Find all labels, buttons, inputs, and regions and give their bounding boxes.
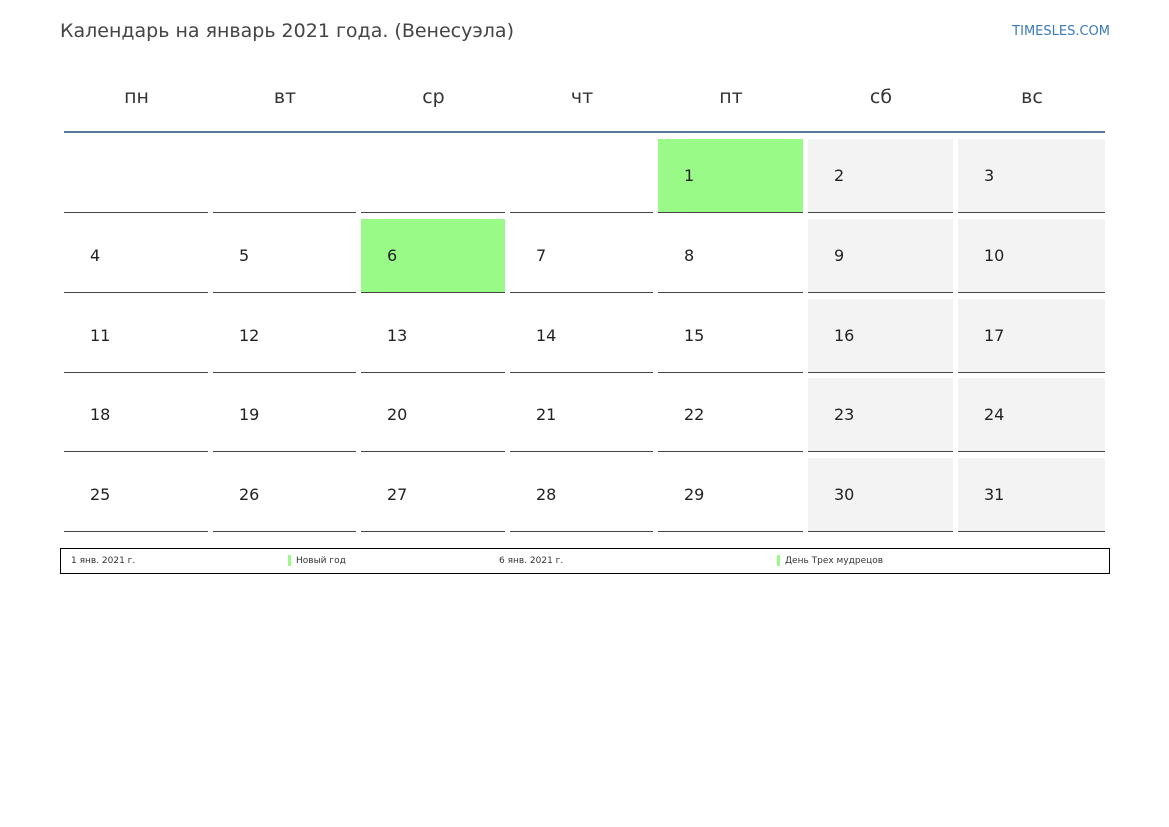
- day-cell: 15: [658, 298, 803, 373]
- holiday-marker: [288, 555, 291, 566]
- day-number: 31: [984, 485, 1005, 505]
- day-number: 18: [90, 405, 111, 425]
- day-cell: 3: [958, 139, 1105, 213]
- day-number: 19: [239, 405, 260, 425]
- day-cell: 18: [64, 378, 208, 453]
- day-cell: 9: [808, 218, 953, 293]
- header-rule: [64, 131, 1105, 133]
- day-cell: 17: [958, 298, 1105, 373]
- weekday-label: вт: [273, 86, 297, 108]
- day-number: 21: [536, 405, 557, 425]
- day-cell: 28: [510, 458, 653, 533]
- holiday-date: 6 янв. 2021 г.: [499, 556, 564, 566]
- day-number: 8: [684, 245, 695, 265]
- day-cell: 31: [958, 458, 1105, 533]
- day-number: 9: [834, 245, 845, 265]
- day-cell: 30: [808, 458, 953, 533]
- day-number: 4: [90, 245, 101, 265]
- day-cell: 14: [510, 298, 653, 373]
- day-cell: 8: [658, 218, 803, 293]
- empty-cell: [64, 139, 208, 213]
- title: Календарь на январь 2021 года. (Венесуэл…: [60, 20, 514, 42]
- holiday-date: 1 янв. 2021 г.: [71, 556, 136, 566]
- day-number: 5: [239, 245, 250, 265]
- day-cell: 2: [808, 139, 953, 213]
- day-cell: 1: [658, 139, 803, 213]
- day-cell: 26: [213, 458, 356, 533]
- empty-cell: [213, 139, 356, 213]
- day-cell: 25: [64, 458, 208, 533]
- day-number: 26: [239, 485, 260, 505]
- day-number: 11: [90, 325, 111, 345]
- day-cell: 4: [64, 218, 208, 293]
- day-number: 17: [984, 325, 1005, 345]
- day-cell: 20: [361, 378, 505, 453]
- legend: 1 янв. 2021 г. Новый год 6 янв. 2021 г. Ден…: [60, 548, 1110, 574]
- day-number: 6: [387, 245, 398, 265]
- day-number: 20: [387, 405, 408, 425]
- weekday-label: пн: [124, 86, 149, 108]
- day-number: 22: [684, 405, 705, 425]
- site-link[interactable]: TIMESLES.COM: [1012, 24, 1110, 39]
- day-number: 23: [834, 405, 855, 425]
- day-cell: 13: [361, 298, 505, 373]
- day-cell: 10: [958, 218, 1105, 293]
- holiday-marker: [777, 555, 780, 566]
- day-cell: 5: [213, 218, 356, 293]
- holiday-name: День Трех мудрецов: [785, 556, 884, 566]
- day-cell: 11: [64, 298, 208, 373]
- day-number: 12: [239, 325, 260, 345]
- day-number: 25: [90, 485, 111, 505]
- day-cell: 7: [510, 218, 653, 293]
- day-cell: 21: [510, 378, 653, 453]
- weekday-label: ср: [422, 86, 445, 108]
- weekday-label: пт: [719, 86, 743, 108]
- day-cell: 24: [958, 378, 1105, 453]
- day-cell: 6: [361, 218, 505, 293]
- day-cell: 23: [808, 378, 953, 453]
- day-number: 3: [984, 166, 995, 185]
- day-number: 29: [684, 485, 705, 505]
- day-number: 16: [834, 325, 855, 345]
- weekday-label: сб: [869, 86, 893, 108]
- day-number: 7: [536, 245, 547, 265]
- day-number: 15: [684, 325, 705, 345]
- day-number: 30: [834, 485, 855, 505]
- empty-cell: [361, 139, 505, 213]
- day-cell: 19: [213, 378, 356, 453]
- day-number: 28: [536, 485, 557, 505]
- day-cell: 29: [658, 458, 803, 533]
- day-cell: 27: [361, 458, 505, 533]
- weekday-label: чт: [570, 86, 594, 108]
- empty-cell: [510, 139, 653, 213]
- day-number: 24: [984, 405, 1005, 425]
- day-number: 2: [834, 166, 845, 185]
- day-cell: 16: [808, 298, 953, 373]
- day-number: 14: [536, 325, 557, 345]
- day-number: 13: [387, 325, 408, 345]
- weekday-label: вс: [1021, 86, 1043, 108]
- day-cell: 22: [658, 378, 803, 453]
- day-number: 10: [984, 245, 1005, 265]
- day-number: 1: [684, 166, 695, 185]
- holiday-name: Новый год: [296, 556, 346, 566]
- day-number: 27: [387, 485, 408, 505]
- day-cell: 12: [213, 298, 356, 373]
